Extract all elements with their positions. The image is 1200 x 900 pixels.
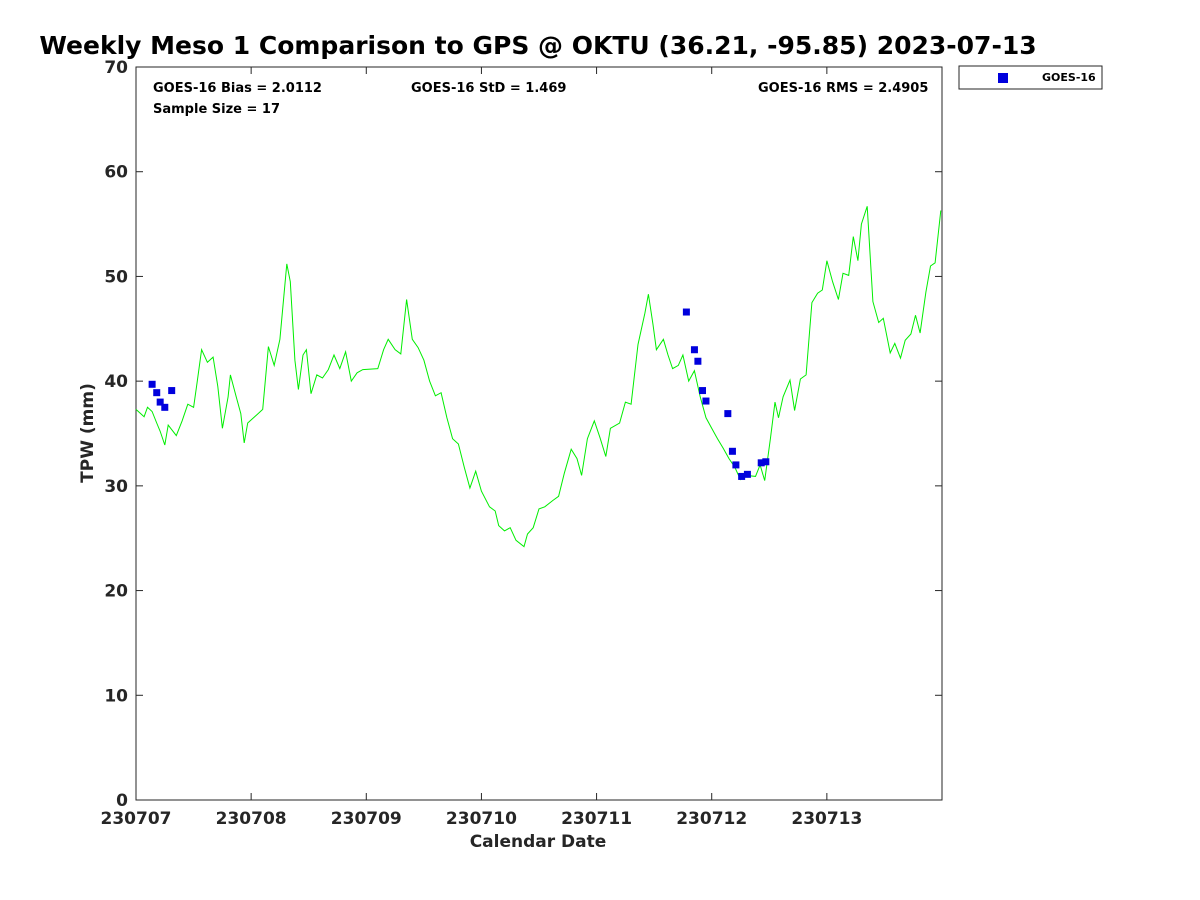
goes16-point bbox=[762, 458, 770, 466]
y-tick-label: 60 bbox=[104, 163, 128, 183]
goes16-point bbox=[757, 459, 765, 467]
plot-area bbox=[135, 66, 943, 801]
y-tick-label: 10 bbox=[104, 686, 128, 706]
y-tick-label: 0 bbox=[116, 791, 128, 811]
chart-title: Weekly Meso 1 Comparison to GPS @ OKTU (… bbox=[39, 31, 1036, 60]
y-tick-label: 30 bbox=[104, 477, 128, 497]
goes16-point bbox=[148, 380, 156, 388]
goes16-point bbox=[743, 470, 751, 478]
x-tick-label: 230707 bbox=[101, 809, 172, 829]
x-tick-label: 230709 bbox=[331, 809, 402, 829]
legend-marker-goes16 bbox=[998, 73, 1008, 83]
goes16-point bbox=[168, 387, 176, 395]
x-tick-label: 230712 bbox=[676, 809, 747, 829]
goes16-point bbox=[690, 346, 698, 354]
stat-bias: GOES-16 Bias = 2.0112 bbox=[153, 81, 322, 96]
x-tick-label: 230710 bbox=[446, 809, 517, 829]
x-axis-label: Calendar Date bbox=[470, 832, 607, 852]
goes16-point bbox=[702, 397, 710, 405]
y-tick-label: 40 bbox=[104, 372, 128, 392]
goes16-point bbox=[728, 447, 736, 455]
goes16-point bbox=[699, 387, 707, 395]
x-tick-label: 230711 bbox=[561, 809, 632, 829]
goes16-point bbox=[153, 389, 161, 397]
y-tick-label: 50 bbox=[104, 267, 128, 287]
gps-line bbox=[135, 206, 942, 548]
stat-std: GOES-16 StD = 1.469 bbox=[411, 81, 566, 96]
stat-rms: GOES-16 RMS = 2.4905 bbox=[758, 81, 928, 96]
y-axis: 0 10 20 30 40 50 60 70 bbox=[104, 58, 942, 811]
goes16-point bbox=[738, 472, 746, 480]
y-tick-label: 70 bbox=[104, 58, 128, 78]
goes16-point bbox=[682, 308, 690, 316]
y-tick-label: 20 bbox=[104, 582, 128, 602]
goes16-point bbox=[156, 398, 164, 406]
goes16-point bbox=[724, 410, 732, 418]
x-tick-label: 230713 bbox=[791, 809, 862, 829]
legend-box bbox=[958, 65, 1103, 90]
x-tick-label: 230708 bbox=[216, 809, 287, 829]
y-axis-label: TPW (mm) bbox=[78, 383, 98, 483]
legend-label-goes16: GOES-16 bbox=[1042, 71, 1096, 84]
goes16-point bbox=[732, 461, 740, 469]
stat-sample-size: Sample Size = 17 bbox=[153, 102, 280, 117]
x-axis: 230707 230708 230709 230710 230711 230712 2307… bbox=[101, 67, 862, 829]
series-layer bbox=[135, 206, 942, 548]
goes16-point bbox=[694, 357, 702, 365]
goes16-point bbox=[161, 403, 169, 411]
legend: GOES-16 bbox=[958, 65, 1103, 90]
